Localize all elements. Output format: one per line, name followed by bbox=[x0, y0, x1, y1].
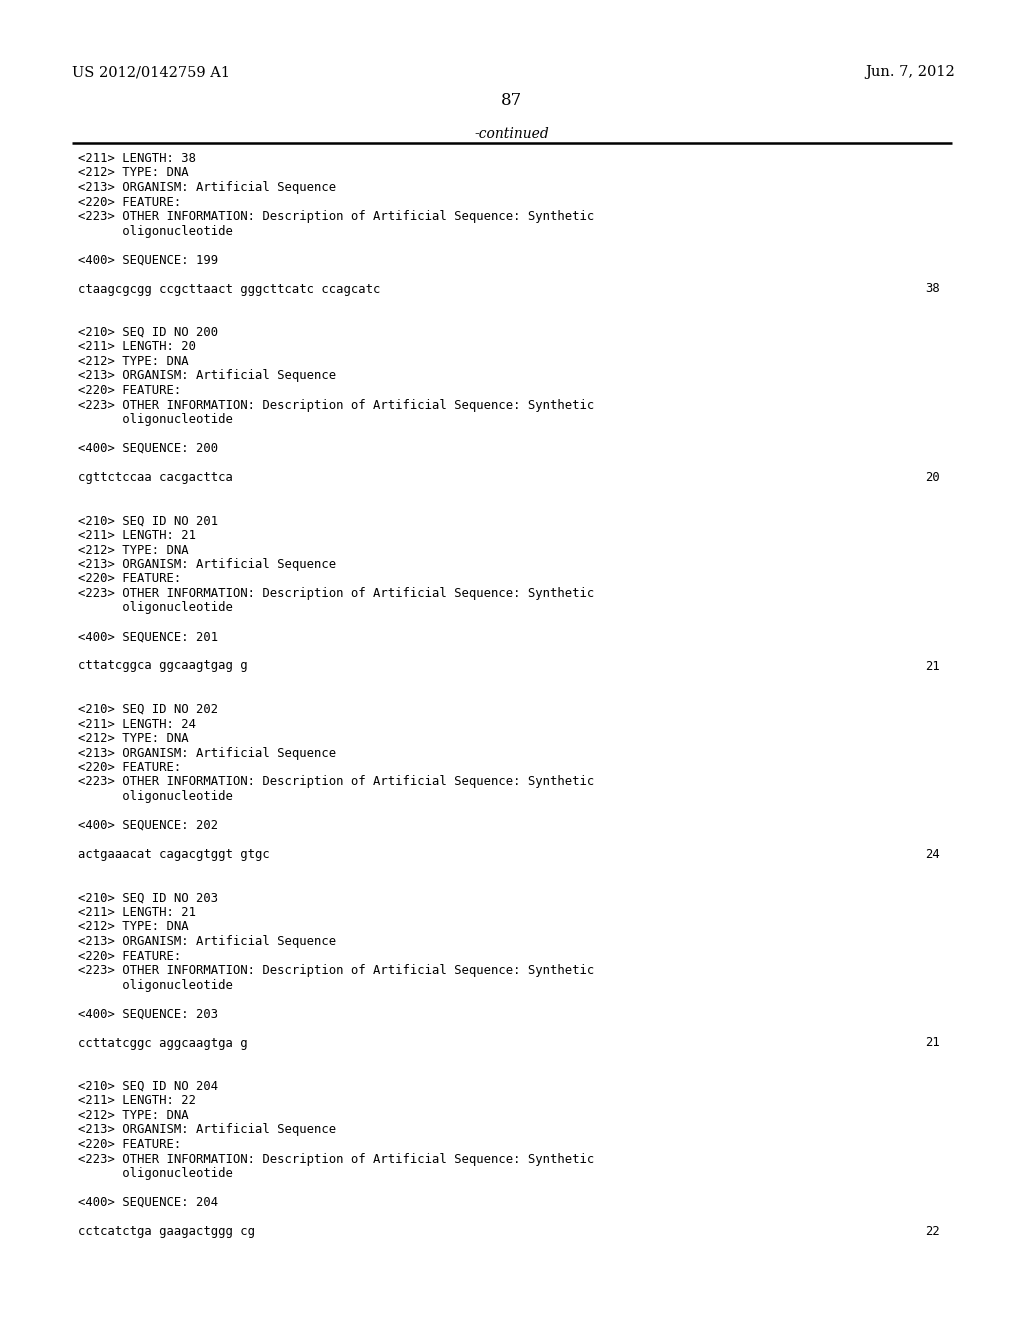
Text: oligonucleotide: oligonucleotide bbox=[78, 978, 232, 991]
Text: ctaagcgcgg ccgcttaact gggcttcatc ccagcatc: ctaagcgcgg ccgcttaact gggcttcatc ccagcat… bbox=[78, 282, 380, 296]
Text: <211> LENGTH: 24: <211> LENGTH: 24 bbox=[78, 718, 196, 730]
Text: <212> TYPE: DNA: <212> TYPE: DNA bbox=[78, 920, 188, 933]
Text: <212> TYPE: DNA: <212> TYPE: DNA bbox=[78, 733, 188, 744]
Text: <223> OTHER INFORMATION: Description of Artificial Sequence: Synthetic: <223> OTHER INFORMATION: Description of … bbox=[78, 587, 594, 601]
Text: <400> SEQUENCE: 203: <400> SEQUENCE: 203 bbox=[78, 1007, 218, 1020]
Text: <210> SEQ ID NO 203: <210> SEQ ID NO 203 bbox=[78, 891, 218, 904]
Text: cctcatctga gaagactggg cg: cctcatctga gaagactggg cg bbox=[78, 1225, 255, 1238]
Text: cttatcggca ggcaagtgag g: cttatcggca ggcaagtgag g bbox=[78, 660, 248, 672]
Text: <223> OTHER INFORMATION: Description of Artificial Sequence: Synthetic: <223> OTHER INFORMATION: Description of … bbox=[78, 210, 594, 223]
Text: <210> SEQ ID NO 201: <210> SEQ ID NO 201 bbox=[78, 515, 218, 528]
Text: actgaaacat cagacgtggt gtgc: actgaaacat cagacgtggt gtgc bbox=[78, 847, 269, 861]
Text: <213> ORGANISM: Artificial Sequence: <213> ORGANISM: Artificial Sequence bbox=[78, 558, 336, 572]
Text: <210> SEQ ID NO 200: <210> SEQ ID NO 200 bbox=[78, 326, 218, 339]
Text: Jun. 7, 2012: Jun. 7, 2012 bbox=[865, 65, 955, 79]
Text: oligonucleotide: oligonucleotide bbox=[78, 1167, 232, 1180]
Text: oligonucleotide: oligonucleotide bbox=[78, 224, 232, 238]
Text: 24: 24 bbox=[926, 847, 940, 861]
Text: US 2012/0142759 A1: US 2012/0142759 A1 bbox=[72, 65, 230, 79]
Text: <400> SEQUENCE: 201: <400> SEQUENCE: 201 bbox=[78, 631, 218, 644]
Text: <400> SEQUENCE: 204: <400> SEQUENCE: 204 bbox=[78, 1196, 218, 1209]
Text: <212> TYPE: DNA: <212> TYPE: DNA bbox=[78, 355, 188, 368]
Text: <223> OTHER INFORMATION: Description of Artificial Sequence: Synthetic: <223> OTHER INFORMATION: Description of … bbox=[78, 964, 594, 977]
Text: <212> TYPE: DNA: <212> TYPE: DNA bbox=[78, 544, 188, 557]
Text: <211> LENGTH: 21: <211> LENGTH: 21 bbox=[78, 906, 196, 919]
Text: 21: 21 bbox=[926, 1036, 940, 1049]
Text: 21: 21 bbox=[926, 660, 940, 672]
Text: <212> TYPE: DNA: <212> TYPE: DNA bbox=[78, 1109, 188, 1122]
Text: -continued: -continued bbox=[475, 127, 549, 141]
Text: <211> LENGTH: 20: <211> LENGTH: 20 bbox=[78, 341, 196, 354]
Text: <223> OTHER INFORMATION: Description of Artificial Sequence: Synthetic: <223> OTHER INFORMATION: Description of … bbox=[78, 399, 594, 412]
Text: <211> LENGTH: 22: <211> LENGTH: 22 bbox=[78, 1094, 196, 1107]
Text: <211> LENGTH: 38: <211> LENGTH: 38 bbox=[78, 152, 196, 165]
Text: <400> SEQUENCE: 202: <400> SEQUENCE: 202 bbox=[78, 818, 218, 832]
Text: <213> ORGANISM: Artificial Sequence: <213> ORGANISM: Artificial Sequence bbox=[78, 935, 336, 948]
Text: oligonucleotide: oligonucleotide bbox=[78, 789, 232, 803]
Text: <213> ORGANISM: Artificial Sequence: <213> ORGANISM: Artificial Sequence bbox=[78, 747, 336, 759]
Text: <220> FEATURE:: <220> FEATURE: bbox=[78, 762, 181, 774]
Text: <210> SEQ ID NO 202: <210> SEQ ID NO 202 bbox=[78, 704, 218, 715]
Text: <213> ORGANISM: Artificial Sequence: <213> ORGANISM: Artificial Sequence bbox=[78, 181, 336, 194]
Text: 22: 22 bbox=[926, 1225, 940, 1238]
Text: <223> OTHER INFORMATION: Description of Artificial Sequence: Synthetic: <223> OTHER INFORMATION: Description of … bbox=[78, 776, 594, 788]
Text: ccttatcggc aggcaagtga g: ccttatcggc aggcaagtga g bbox=[78, 1036, 248, 1049]
Text: <220> FEATURE:: <220> FEATURE: bbox=[78, 384, 181, 397]
Text: 20: 20 bbox=[926, 471, 940, 484]
Text: oligonucleotide: oligonucleotide bbox=[78, 602, 232, 615]
Text: 38: 38 bbox=[926, 282, 940, 296]
Text: <210> SEQ ID NO 204: <210> SEQ ID NO 204 bbox=[78, 1080, 218, 1093]
Text: <212> TYPE: DNA: <212> TYPE: DNA bbox=[78, 166, 188, 180]
Text: oligonucleotide: oligonucleotide bbox=[78, 413, 232, 426]
Text: <220> FEATURE:: <220> FEATURE: bbox=[78, 1138, 181, 1151]
Text: <400> SEQUENCE: 199: <400> SEQUENCE: 199 bbox=[78, 253, 218, 267]
Text: 87: 87 bbox=[502, 92, 522, 110]
Text: <223> OTHER INFORMATION: Description of Artificial Sequence: Synthetic: <223> OTHER INFORMATION: Description of … bbox=[78, 1152, 594, 1166]
Text: <213> ORGANISM: Artificial Sequence: <213> ORGANISM: Artificial Sequence bbox=[78, 1123, 336, 1137]
Text: <400> SEQUENCE: 200: <400> SEQUENCE: 200 bbox=[78, 442, 218, 455]
Text: <220> FEATURE:: <220> FEATURE: bbox=[78, 195, 181, 209]
Text: <211> LENGTH: 21: <211> LENGTH: 21 bbox=[78, 529, 196, 543]
Text: <213> ORGANISM: Artificial Sequence: <213> ORGANISM: Artificial Sequence bbox=[78, 370, 336, 383]
Text: <220> FEATURE:: <220> FEATURE: bbox=[78, 949, 181, 962]
Text: <220> FEATURE:: <220> FEATURE: bbox=[78, 573, 181, 586]
Text: cgttctccaa cacgacttca: cgttctccaa cacgacttca bbox=[78, 471, 232, 484]
